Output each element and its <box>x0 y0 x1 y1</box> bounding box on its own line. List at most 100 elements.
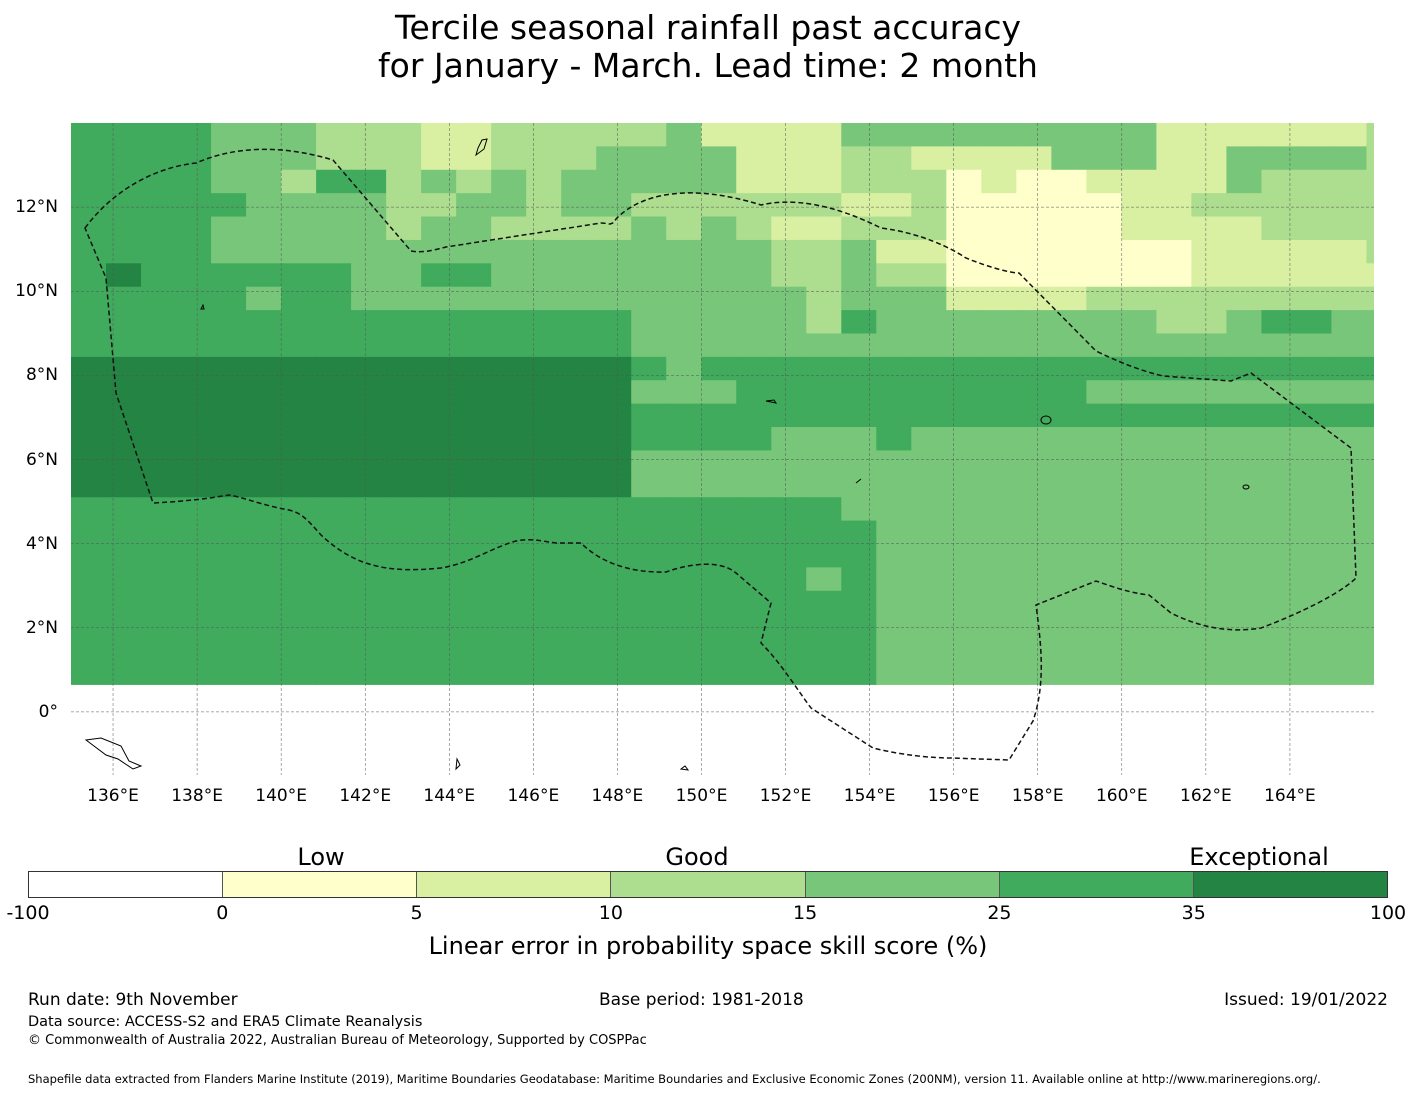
skill-cell <box>596 450 632 475</box>
skill-cell <box>596 520 632 545</box>
skill-cell <box>701 403 737 428</box>
skill-cell <box>841 333 877 358</box>
skill-cell <box>316 590 352 615</box>
skill-cell <box>421 543 457 568</box>
skill-cell <box>211 146 247 171</box>
skill-cell <box>806 169 842 194</box>
skill-cell <box>946 427 982 452</box>
skill-cell <box>771 263 807 288</box>
colorbar-segment <box>29 872 224 897</box>
skill-cell <box>491 473 527 498</box>
skill-cell <box>666 286 702 311</box>
skill-cell <box>1261 146 1298 171</box>
skill-cell <box>1261 473 1298 498</box>
skill-cell <box>981 497 1017 522</box>
skill-cell <box>316 403 352 428</box>
skill-cell <box>351 193 387 218</box>
skill-cell <box>946 614 982 639</box>
skill-cell <box>1121 403 1157 428</box>
skill-cell <box>386 123 422 147</box>
skill-cell <box>1296 356 1333 381</box>
skill-cell <box>211 567 247 592</box>
skill-cell <box>1051 356 1087 381</box>
longitude-tick-label: 164°E <box>1264 786 1316 806</box>
skill-cell <box>981 590 1017 615</box>
skill-cell <box>1086 567 1122 592</box>
skill-cell <box>526 239 562 264</box>
skill-cell <box>386 286 422 311</box>
skill-cell <box>316 614 352 639</box>
skill-cell <box>106 356 142 381</box>
skill-cell <box>1331 567 1368 592</box>
skill-cell <box>1296 216 1333 241</box>
skill-cell <box>71 310 107 335</box>
skill-cell <box>1016 380 1052 405</box>
skill-cell <box>876 193 912 218</box>
skill-cell <box>631 286 667 311</box>
skill-cell <box>106 286 142 311</box>
skill-cell <box>701 286 737 311</box>
skill-cell <box>666 660 702 685</box>
skill-cell <box>631 403 667 428</box>
longitude-tick-label: 144°E <box>423 786 476 806</box>
skill-cell <box>281 590 317 615</box>
skill-cell <box>701 123 737 147</box>
skill-cell <box>246 427 282 452</box>
skill-cell <box>1156 123 1193 147</box>
skill-cell <box>316 193 352 218</box>
skill-cell <box>1366 637 1374 662</box>
skill-cell <box>211 263 247 288</box>
latitude-tick-label: 2°N <box>25 617 58 638</box>
skill-cell <box>771 473 807 498</box>
skill-cell <box>981 567 1017 592</box>
skill-cell <box>1296 193 1333 218</box>
skill-cell <box>456 567 492 592</box>
skill-cell <box>841 427 877 452</box>
skill-cell <box>141 263 177 288</box>
skill-cell <box>281 497 317 522</box>
skill-cell <box>386 333 422 358</box>
skill-cell <box>1086 333 1122 358</box>
skill-cell <box>1086 497 1122 522</box>
skill-cell <box>211 590 247 615</box>
skill-cell <box>631 637 667 662</box>
skill-cell <box>71 543 107 568</box>
skill-cell <box>386 614 422 639</box>
skill-cell <box>71 169 107 194</box>
skill-cell <box>1121 286 1157 311</box>
skill-cell <box>456 473 492 498</box>
skill-cell <box>351 146 387 171</box>
skill-cell <box>666 123 702 147</box>
skill-cell <box>841 660 877 685</box>
skill-cell <box>911 239 947 264</box>
skill-cell <box>631 614 667 639</box>
skill-cell <box>1051 310 1087 335</box>
skill-cell <box>1016 169 1052 194</box>
skill-cell <box>106 660 142 685</box>
skill-cell <box>1296 239 1333 264</box>
skill-cell <box>1366 497 1374 522</box>
skill-cell <box>106 333 142 358</box>
skill-cell <box>561 567 597 592</box>
skill-cell <box>106 193 142 218</box>
skill-cell <box>1191 146 1228 171</box>
skill-cell <box>316 497 352 522</box>
skill-cell <box>176 169 212 194</box>
skill-cell <box>1261 333 1298 358</box>
skill-cell <box>561 520 597 545</box>
skill-cell <box>701 310 737 335</box>
skill-cell <box>596 590 632 615</box>
skill-cell <box>1121 310 1157 335</box>
skill-cell <box>351 169 387 194</box>
skill-cell <box>1331 520 1368 545</box>
skill-cell <box>946 216 982 241</box>
copyright-notice: © Commonwealth of Australia 2022, Austra… <box>28 1033 647 1048</box>
skill-cell <box>1086 473 1122 498</box>
skill-cell <box>421 450 457 475</box>
skill-cell <box>736 146 772 171</box>
skill-cell <box>246 590 282 615</box>
skill-cell <box>211 520 247 545</box>
small-island-c <box>455 757 461 771</box>
skill-cell <box>1296 637 1333 662</box>
skill-score-colorbar <box>28 871 1388 898</box>
